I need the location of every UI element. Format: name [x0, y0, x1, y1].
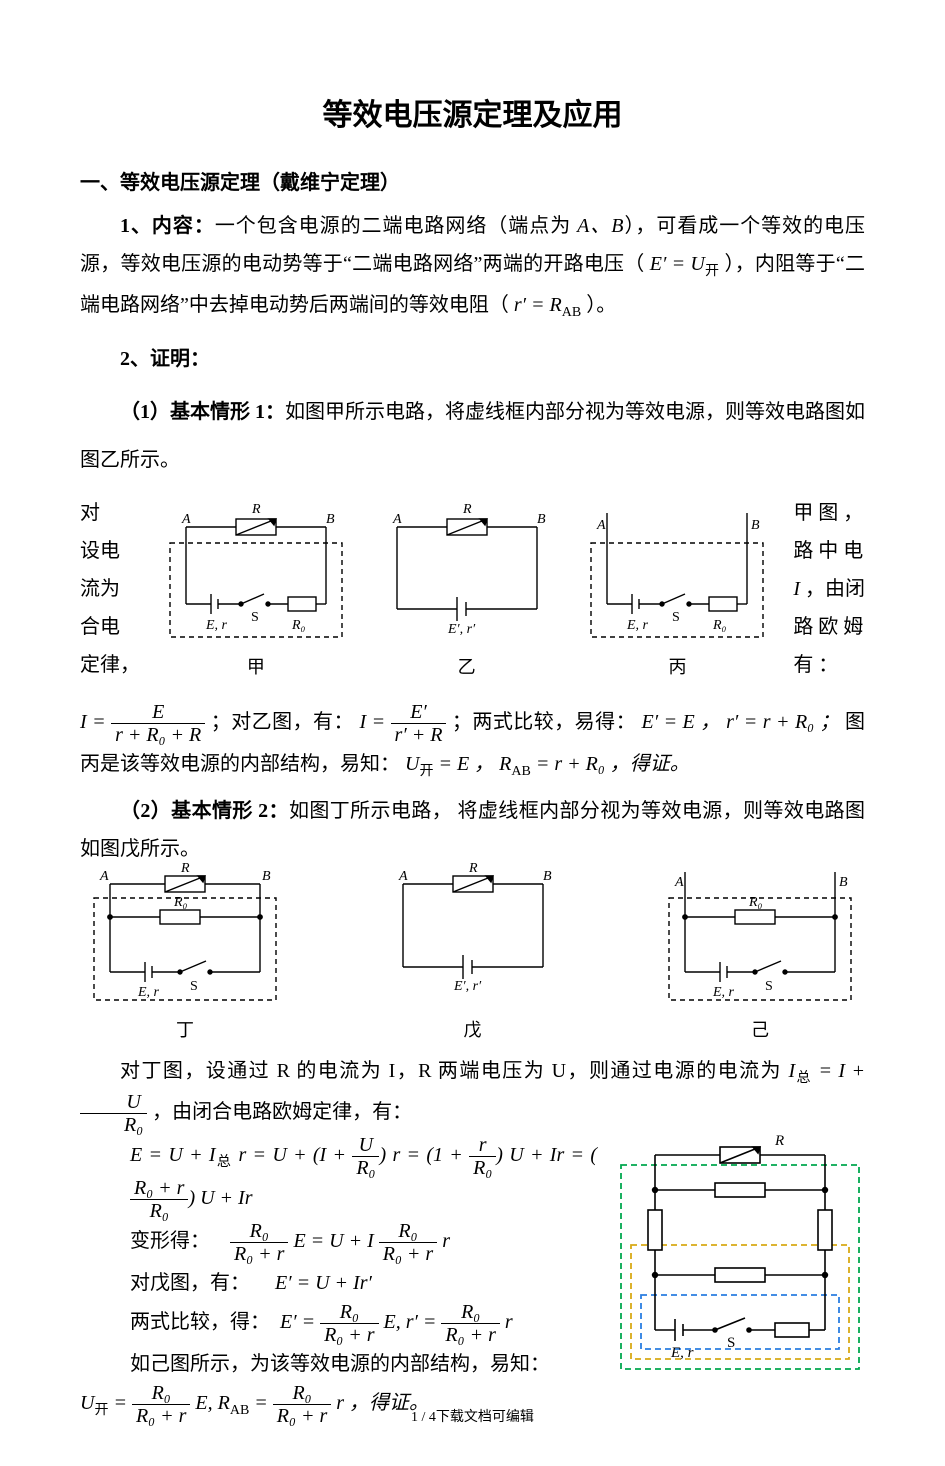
- formula: r′ = RAB: [514, 294, 581, 316]
- circuit-ji-colored: R E, r S: [615, 1135, 865, 1380]
- svg-text:A: A: [181, 512, 191, 527]
- svg-text:E, r: E, r: [626, 618, 649, 633]
- page-title: 等效电压源定理及应用: [80, 90, 865, 134]
- svg-text:S: S: [672, 610, 680, 625]
- svg-text:R: R: [774, 1135, 784, 1149]
- svg-text:R₀: R₀: [748, 895, 763, 910]
- circuit-wu: A B R E′, r′: [378, 862, 568, 1012]
- para-lead: 1、内容：: [120, 215, 215, 237]
- svg-text:E, r: E, r: [670, 1345, 694, 1361]
- svg-text:R: R: [462, 502, 472, 517]
- derive-line2: 变形得： R₀R₀ + r E = U + I R₀R₀ + r r: [130, 1221, 597, 1264]
- svg-text:R: R: [180, 862, 190, 876]
- circuit-ji-small: A B R₀ E, r S: [655, 862, 865, 1012]
- svg-text:R₀: R₀: [712, 618, 727, 633]
- svg-text:B: B: [326, 512, 335, 527]
- para-content: 1、内容：一个包含电源的二端电路网络（端点为 A、B），可看成一个等效的电压源，…: [80, 207, 865, 326]
- svg-text:S: S: [190, 979, 198, 994]
- svg-text:B: B: [537, 512, 546, 527]
- derive-line3: 对戊图，有： E′ = U + Ir′: [130, 1264, 597, 1302]
- svg-text:S: S: [727, 1335, 735, 1351]
- figure-row-1: 对 设电 流为 合电 定律，: [80, 494, 865, 684]
- svg-text:R₀: R₀: [291, 618, 306, 633]
- derive-line5: 如己图所示，为该等效电源的内部结构，易知：: [130, 1345, 597, 1383]
- svg-text:R₀: R₀: [173, 895, 188, 910]
- svg-text:A: A: [596, 518, 606, 533]
- case1-lead: （1）基本情形 1：: [120, 401, 285, 423]
- svg-text:E, r: E, r: [137, 985, 160, 1000]
- page-footer: 1 / 4下载文档可编辑: [0, 1406, 945, 1426]
- fig-label-jia: 甲: [247, 653, 265, 679]
- para-case1: （1）基本情形 1：如图甲所示电路，将虚线框内部分视为等效电源，则等效电路图如图…: [80, 388, 865, 484]
- circuit-ding: A B R R₀ E, r S: [80, 862, 290, 1012]
- fig-label-yi: 乙: [458, 653, 476, 679]
- row1-left-text: 对 设电 流为 合电 定律，: [80, 494, 140, 684]
- svg-text:E′, r′: E′, r′: [453, 979, 482, 994]
- svg-text:S: S: [251, 610, 259, 625]
- svg-text:A: A: [398, 869, 408, 884]
- svg-text:E, r: E, r: [712, 985, 735, 1000]
- circuit-yi: A B R E′, r′: [372, 499, 562, 649]
- text: 一个包含电源的二端电路网络（端点为: [215, 215, 577, 237]
- circuit-bing: A B E, r S R₀: [577, 499, 777, 649]
- derive-line1: E = U + I总 r = U + (I + UR₀) r = (1 + rR…: [130, 1135, 597, 1221]
- fig-label-wu: 戊: [464, 1016, 482, 1042]
- formula-ab: A、B: [577, 215, 623, 237]
- case2-l2: 对丁图，设通过 R 的电流为 I，R 两端电压为 U，则通过电源的电流为 I总 …: [80, 1052, 865, 1136]
- formula: E′ = U开: [650, 253, 719, 275]
- derive-line4: 两式比较，得： E′ = R₀R₀ + r E, r′ = R₀R₀ + r r: [130, 1302, 597, 1345]
- fig-label-ding: 丁: [176, 1016, 194, 1042]
- svg-text:E, r: E, r: [205, 618, 228, 633]
- fig-label-ji-a: 己: [751, 1016, 769, 1042]
- svg-text:B: B: [751, 518, 760, 533]
- svg-text:R: R: [468, 862, 478, 876]
- svg-text:A: A: [99, 869, 109, 884]
- section-heading-1: 一、等效电压源定理（戴维宁定理）: [80, 166, 865, 195]
- svg-text:R: R: [251, 502, 261, 517]
- para-case2: （2）基本情形 2：如图丁所示电路， 将虚线框内部分视为等效电源，则等效电路图如…: [80, 792, 865, 868]
- row1-right-text: 甲 图 ， 路 中 电 I ，由闭 路 欧 姆 有 ：: [793, 494, 865, 684]
- para-proof-lead: 2、证明：: [80, 340, 865, 378]
- svg-text:A: A: [392, 512, 402, 527]
- svg-text:A: A: [674, 875, 684, 890]
- fig-label-bing: 丙: [668, 653, 686, 679]
- svg-text:E′, r′: E′, r′: [447, 622, 476, 637]
- case2-lead: （2）基本情形 2：: [120, 800, 289, 822]
- circuit-jia: A B R E, r S R₀: [156, 499, 356, 649]
- svg-text:B: B: [262, 869, 271, 884]
- svg-text:B: B: [839, 875, 848, 890]
- figure-row-2: A B R R₀ E, r S 丁: [80, 862, 865, 1042]
- eq-block-1: I = Er + R₀ + R ；对乙图，有： I = E′r′ + R ；两式…: [80, 702, 865, 786]
- svg-text:B: B: [543, 869, 552, 884]
- text: ）。: [581, 294, 616, 316]
- svg-text:S: S: [765, 979, 773, 994]
